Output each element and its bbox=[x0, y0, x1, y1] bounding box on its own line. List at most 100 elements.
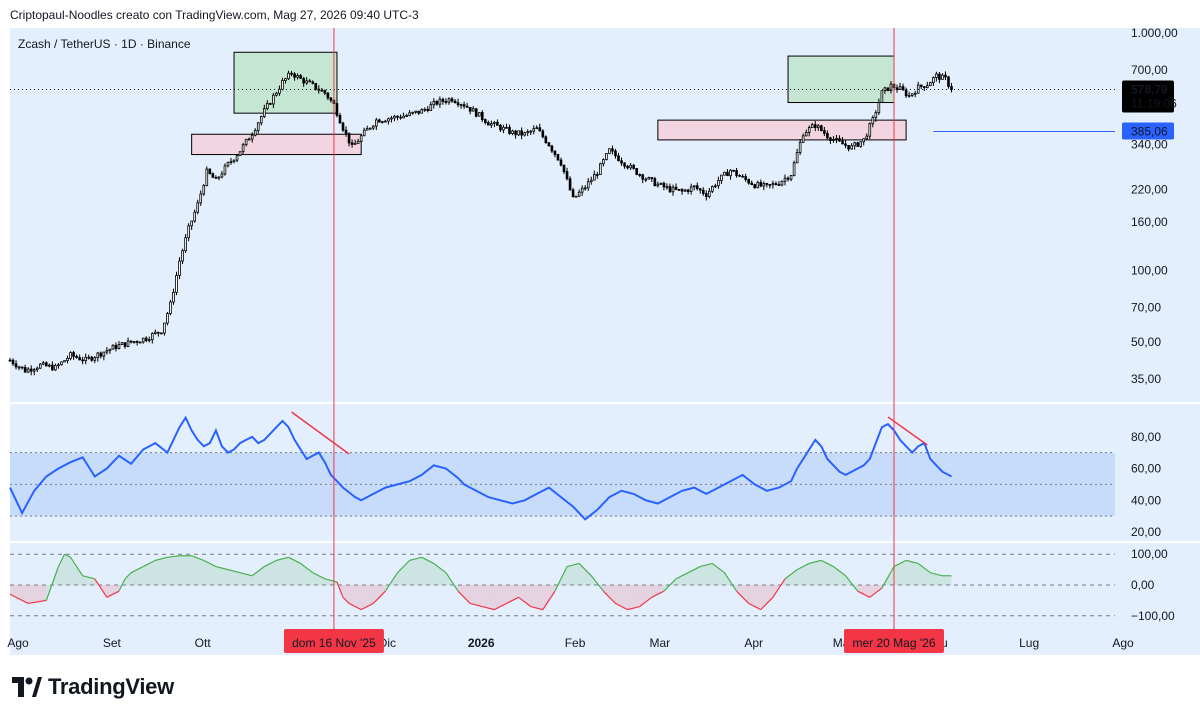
candle bbox=[583, 187, 587, 190]
osc-line bbox=[372, 590, 386, 604]
osc-line bbox=[94, 578, 108, 598]
candle bbox=[907, 94, 911, 97]
candle bbox=[147, 339, 151, 342]
candle bbox=[211, 173, 215, 178]
candle bbox=[695, 185, 699, 190]
osc-area bbox=[603, 585, 616, 604]
time-tick-label: Ago bbox=[7, 636, 29, 650]
osc-line bbox=[28, 599, 47, 605]
osc-line bbox=[409, 556, 422, 561]
osc-line bbox=[9, 593, 29, 604]
candle bbox=[453, 100, 457, 104]
candle bbox=[650, 177, 654, 179]
candle bbox=[435, 100, 439, 105]
candle bbox=[901, 86, 905, 91]
rsi-tick-label: 60,00 bbox=[1131, 462, 1161, 476]
osc-line bbox=[300, 562, 314, 574]
osc-area bbox=[736, 585, 749, 604]
candle bbox=[647, 177, 651, 180]
osc-area bbox=[639, 585, 652, 607]
candle bbox=[602, 159, 605, 165]
price-tick-label: 100,00 bbox=[1131, 264, 1168, 278]
candle bbox=[96, 352, 100, 359]
candle bbox=[614, 150, 617, 157]
candle bbox=[656, 183, 660, 187]
candle bbox=[932, 77, 935, 84]
candle bbox=[750, 182, 754, 185]
candle bbox=[187, 225, 190, 239]
candle bbox=[223, 165, 227, 175]
candle bbox=[108, 348, 112, 352]
osc-line bbox=[264, 559, 277, 568]
price-tick-label: 160,00 bbox=[1131, 215, 1168, 229]
candle bbox=[356, 140, 360, 144]
tradingview-logo[interactable]: TradingView bbox=[12, 674, 174, 700]
osc-area bbox=[264, 560, 277, 585]
osc-area bbox=[797, 563, 810, 585]
candle bbox=[526, 131, 529, 134]
candle bbox=[378, 119, 381, 123]
candle bbox=[720, 174, 723, 181]
candle bbox=[532, 128, 536, 132]
rsi-tick-label: 40,00 bbox=[1131, 493, 1161, 507]
candle bbox=[641, 174, 645, 180]
candle bbox=[320, 89, 324, 92]
candle bbox=[420, 109, 424, 114]
candle bbox=[81, 359, 84, 362]
candle bbox=[163, 322, 166, 334]
candle bbox=[747, 179, 750, 184]
candle bbox=[78, 357, 81, 361]
candle bbox=[762, 183, 766, 187]
candle bbox=[880, 90, 884, 103]
date-marker-label: mer 20 Mag '26 bbox=[853, 636, 936, 650]
candle bbox=[801, 135, 805, 143]
candle bbox=[686, 189, 690, 192]
candle bbox=[729, 169, 732, 177]
osc-area bbox=[373, 585, 386, 604]
candle bbox=[871, 117, 875, 125]
osc-line bbox=[215, 565, 229, 571]
osc-area bbox=[821, 560, 834, 585]
candle bbox=[57, 364, 60, 367]
candle bbox=[844, 143, 847, 146]
osc-line bbox=[342, 596, 350, 604]
candle bbox=[238, 151, 242, 157]
candle bbox=[353, 142, 357, 145]
candle bbox=[505, 126, 508, 129]
candle bbox=[181, 250, 184, 262]
candle bbox=[653, 178, 657, 187]
osc-area bbox=[894, 560, 907, 585]
candle bbox=[272, 94, 275, 105]
candle bbox=[90, 356, 94, 361]
candle bbox=[220, 173, 224, 178]
candle bbox=[214, 176, 218, 179]
candle bbox=[226, 161, 230, 167]
candle bbox=[417, 110, 421, 114]
divergence-line bbox=[887, 416, 928, 446]
candle bbox=[771, 183, 775, 186]
candle bbox=[813, 124, 817, 128]
candle bbox=[644, 178, 648, 181]
osc-line bbox=[748, 602, 762, 611]
candle bbox=[208, 168, 212, 175]
candle bbox=[677, 188, 681, 191]
candle bbox=[689, 186, 693, 192]
osc-area bbox=[482, 585, 495, 610]
last-price-label: 578,79 bbox=[1131, 82, 1168, 96]
demand-zone bbox=[657, 119, 907, 141]
time-tick-label: Apr bbox=[744, 636, 763, 650]
candle bbox=[529, 130, 533, 133]
candle bbox=[41, 362, 45, 365]
candle bbox=[935, 73, 938, 78]
osc-line bbox=[639, 596, 653, 608]
price-tick-label: 220,00 bbox=[1131, 182, 1168, 196]
candle bbox=[701, 189, 705, 194]
candle bbox=[368, 127, 372, 130]
osc-line bbox=[348, 602, 362, 611]
candle bbox=[244, 138, 248, 146]
osc-line bbox=[711, 562, 725, 574]
osc-area bbox=[906, 560, 919, 585]
osc-area bbox=[942, 575, 952, 585]
candle bbox=[638, 174, 642, 176]
